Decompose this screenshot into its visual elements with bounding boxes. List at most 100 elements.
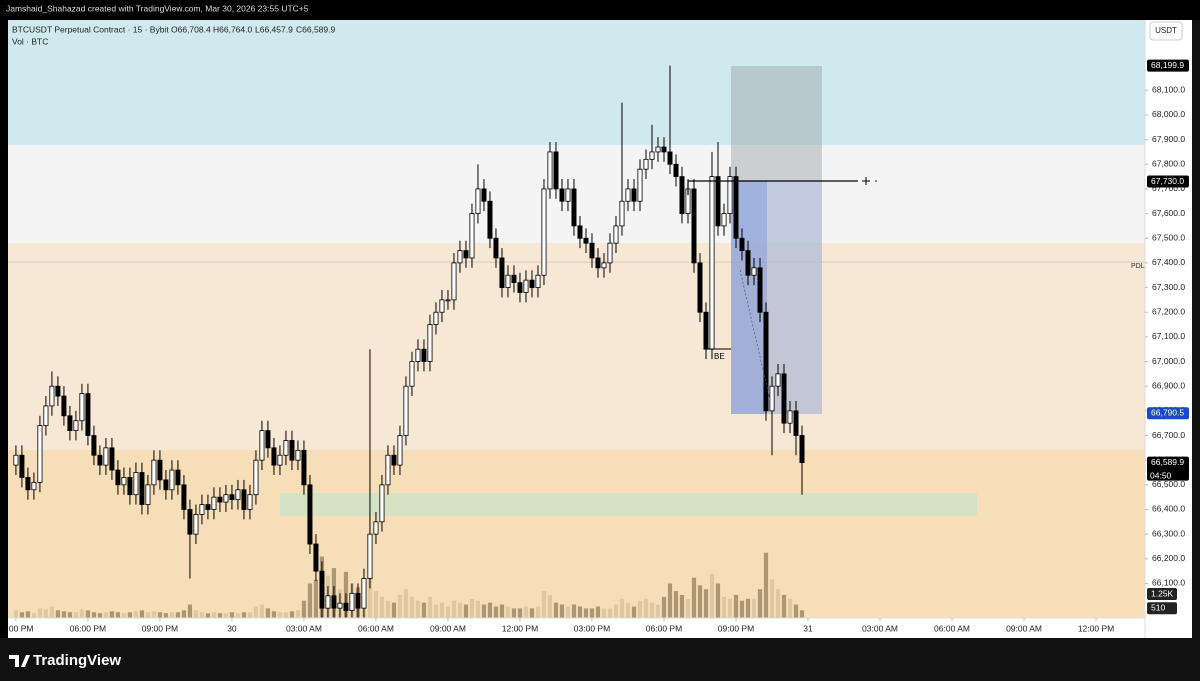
volume-bar — [403, 589, 409, 618]
volume-bar — [517, 608, 523, 618]
volume-bar — [745, 598, 751, 618]
candle-body — [493, 237, 499, 259]
volume-bar — [553, 602, 559, 618]
volume-bar — [145, 612, 151, 618]
candle-body — [409, 361, 415, 387]
candle-body — [157, 459, 163, 481]
volume-bar — [307, 583, 313, 618]
volume-bar — [139, 610, 145, 618]
candle-layer — [13, 65, 805, 618]
volume-label: 1.25K — [1151, 588, 1174, 598]
candle-body — [19, 454, 25, 478]
volume-bar — [535, 606, 541, 618]
volume-bar — [25, 611, 31, 618]
candle-body — [739, 237, 745, 251]
candle-body — [469, 213, 475, 259]
candle-body — [487, 200, 493, 239]
candle-body — [325, 595, 331, 609]
candle-body — [133, 472, 139, 496]
volume-bar — [757, 589, 763, 618]
volume-bar — [373, 591, 379, 618]
volume-bar — [499, 604, 505, 618]
candle-body — [235, 489, 241, 501]
candle-body — [763, 311, 769, 412]
candle-body — [103, 447, 109, 466]
volume-bar — [763, 552, 769, 618]
candle-body — [211, 496, 217, 510]
candle-body — [613, 225, 619, 244]
volume-bar — [679, 594, 685, 618]
y-tick-label: 67,000.0 — [1152, 356, 1185, 366]
price-label: 68,199.9 — [1151, 60, 1184, 70]
candle-body — [331, 595, 337, 609]
candle-body — [709, 176, 715, 350]
candle-body — [559, 188, 565, 202]
candle-body — [553, 151, 559, 190]
candle-body — [499, 257, 505, 288]
candle-body — [751, 267, 757, 276]
price-label-bg — [1147, 407, 1189, 420]
volume-bar — [451, 600, 457, 618]
volume-bar — [277, 612, 283, 618]
volume-bar — [643, 598, 649, 618]
candle-body — [655, 146, 661, 153]
volume-bar — [217, 613, 223, 618]
candle-body — [151, 459, 157, 486]
candle-body — [427, 324, 433, 362]
volume-bar — [313, 579, 319, 618]
volume-bar — [121, 613, 127, 618]
be-label: BE — [714, 352, 725, 361]
volume-bar — [67, 612, 73, 618]
volume-bar — [223, 613, 229, 618]
volume-bar — [103, 612, 109, 618]
candle-body — [517, 282, 523, 293]
volume-label-bg — [1147, 588, 1177, 601]
candle-body — [565, 188, 571, 202]
volume-bar — [49, 606, 55, 618]
y-tick-label: 66,100.0 — [1152, 578, 1185, 588]
volume-bar — [229, 612, 235, 618]
volume-bar — [43, 609, 49, 618]
candle-body — [175, 469, 181, 486]
candle-body — [781, 373, 787, 424]
candle-body — [247, 494, 253, 510]
candle-body — [451, 262, 457, 301]
candle-body — [373, 521, 379, 535]
volume-bar — [283, 612, 289, 618]
candle-body — [223, 494, 229, 503]
volume-bar — [289, 611, 295, 618]
volume-bar — [613, 604, 619, 618]
currency-button[interactable] — [1149, 21, 1183, 41]
candle-body — [265, 430, 271, 449]
volume-bar — [577, 606, 583, 618]
volume-bar — [199, 612, 205, 618]
volume-bar — [529, 608, 535, 618]
x-tick-label: 09:00 AM — [1006, 623, 1042, 633]
candle-body — [625, 188, 631, 202]
volume-bar — [127, 612, 133, 618]
candle-body — [253, 459, 259, 496]
candle-body — [121, 477, 127, 486]
candle-body — [205, 504, 211, 510]
volume-bar — [769, 579, 775, 618]
candle-body — [283, 440, 289, 456]
volume-bar — [115, 612, 121, 618]
volume-bar — [37, 608, 43, 618]
candle-body — [415, 348, 421, 362]
currency[interactable]: USDT — [1155, 26, 1177, 35]
logo-icon — [9, 655, 30, 667]
volume-bar — [667, 583, 673, 618]
candle-body — [637, 168, 643, 202]
volume-bar — [19, 612, 25, 618]
candle-body — [775, 373, 781, 387]
volume-bar — [109, 611, 115, 618]
candle-body — [589, 242, 595, 259]
candle-body — [727, 176, 733, 214]
volume-bar — [61, 611, 67, 618]
volume-bar — [151, 611, 157, 618]
ohlc-low: L66,457.9 — [255, 24, 293, 34]
volume-bar — [427, 596, 433, 618]
candle-body — [673, 163, 679, 177]
volume-bar — [97, 613, 103, 618]
candle-body — [397, 435, 403, 466]
